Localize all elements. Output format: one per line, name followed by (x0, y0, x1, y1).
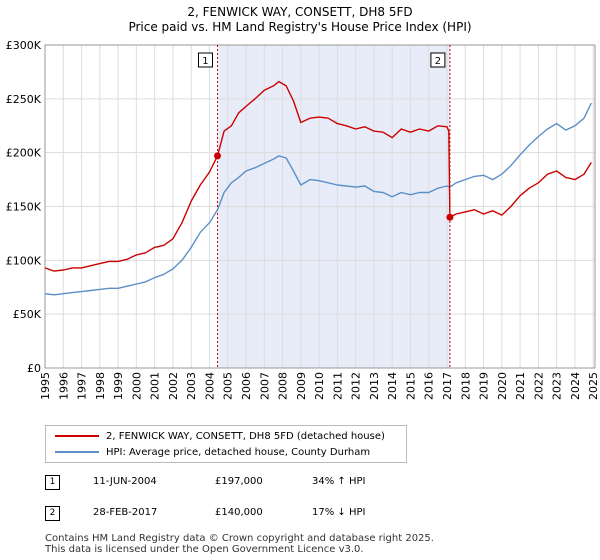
transaction-marker: 1 (45, 475, 60, 490)
x-tick-label: 2021 (514, 372, 527, 400)
x-tick-label: 2024 (569, 372, 582, 400)
x-tick-label: 2011 (331, 372, 344, 400)
annotation-label: 2 (435, 56, 441, 67)
sale-point (446, 213, 454, 221)
transaction-marker: 2 (45, 506, 60, 521)
legend-line-red (55, 435, 99, 437)
transaction-date: 11-JUN-2004 (93, 476, 157, 487)
x-tick-label: 2013 (368, 372, 381, 400)
transaction-hpi: 17% ↓ HPI (312, 507, 366, 518)
x-tick-label: 2023 (551, 372, 564, 400)
annotation-label: 1 (202, 56, 208, 67)
x-tick-label: 2015 (404, 372, 417, 400)
x-tick-label: 2020 (496, 372, 509, 400)
transaction-date: 28-FEB-2017 (93, 507, 158, 518)
transaction-price: £197,000 (215, 476, 263, 487)
x-tick-label: 2005 (222, 372, 235, 400)
y-tick-label: £50K (13, 308, 42, 321)
x-tick-label: 2000 (130, 372, 143, 400)
x-tick-label: 2012 (350, 372, 363, 400)
y-tick-label: £150K (6, 201, 42, 214)
footer-licence: This data is licensed under the Open Gov… (45, 544, 364, 555)
y-tick-label: £250K (6, 93, 42, 106)
x-tick-label: 2002 (167, 372, 180, 400)
transaction-hpi: 34% ↑ HPI (312, 476, 366, 487)
y-tick-label: £200K (6, 147, 42, 160)
x-tick-label: 1996 (57, 372, 70, 400)
annotation-label-box (430, 52, 446, 68)
chart-title: 2, FENWICK WAY, CONSETT, DH8 5FD (187, 5, 413, 19)
x-tick-label: 2001 (149, 372, 162, 400)
x-tick-label: 2003 (185, 372, 198, 400)
y-tick-label: £100K (6, 254, 42, 267)
transaction-price: £140,000 (215, 507, 263, 518)
x-tick-label: 1998 (94, 372, 107, 400)
x-tick-label: 2004 (203, 372, 216, 400)
x-tick-label: 2018 (459, 372, 472, 400)
sale-point (213, 152, 221, 160)
annotation-label-box (197, 52, 213, 68)
x-tick-label: 2022 (532, 372, 545, 400)
x-tick-label: 2017 (441, 372, 454, 400)
legend-line-blue (55, 451, 99, 453)
x-tick-label: 2014 (386, 372, 399, 400)
legend-label-hpi: HPI: Average price, detached house, Coun… (106, 446, 371, 458)
x-tick-label: 2008 (277, 372, 290, 400)
x-tick-label: 2009 (295, 372, 308, 400)
x-tick-label: 2006 (240, 372, 253, 400)
hpi-series-line (44, 102, 592, 296)
price-chart: 1 2 £0 £50K £100K £150K £200K £250K £300K 1995 199… (6, 39, 600, 400)
x-tick-label: 1999 (112, 372, 125, 400)
x-tick-label: 2010 (313, 372, 326, 400)
x-tick-label: 2025 (587, 372, 600, 400)
y-tick-label: £0 (27, 362, 41, 375)
property-series-line (44, 80, 592, 272)
legend-label-property: 2, FENWICK WAY, CONSETT, DH8 5FD (detach… (106, 430, 385, 442)
x-tick-label: 2016 (423, 372, 436, 400)
footer-copyright: Contains HM Land Registry data © Crown c… (45, 533, 434, 544)
legend: 2, FENWICK WAY, CONSETT, DH8 5FD (detach… (45, 425, 407, 463)
x-tick-label: 2007 (258, 372, 271, 400)
x-tick-label: 1997 (76, 372, 89, 400)
y-tick-label: £300K (6, 39, 42, 52)
x-tick-label: 2019 (478, 372, 491, 400)
x-tick-label: 1995 (39, 372, 52, 400)
chart-subtitle: Price paid vs. HM Land Registry's House … (128, 20, 472, 34)
plot-frame (44, 44, 596, 369)
